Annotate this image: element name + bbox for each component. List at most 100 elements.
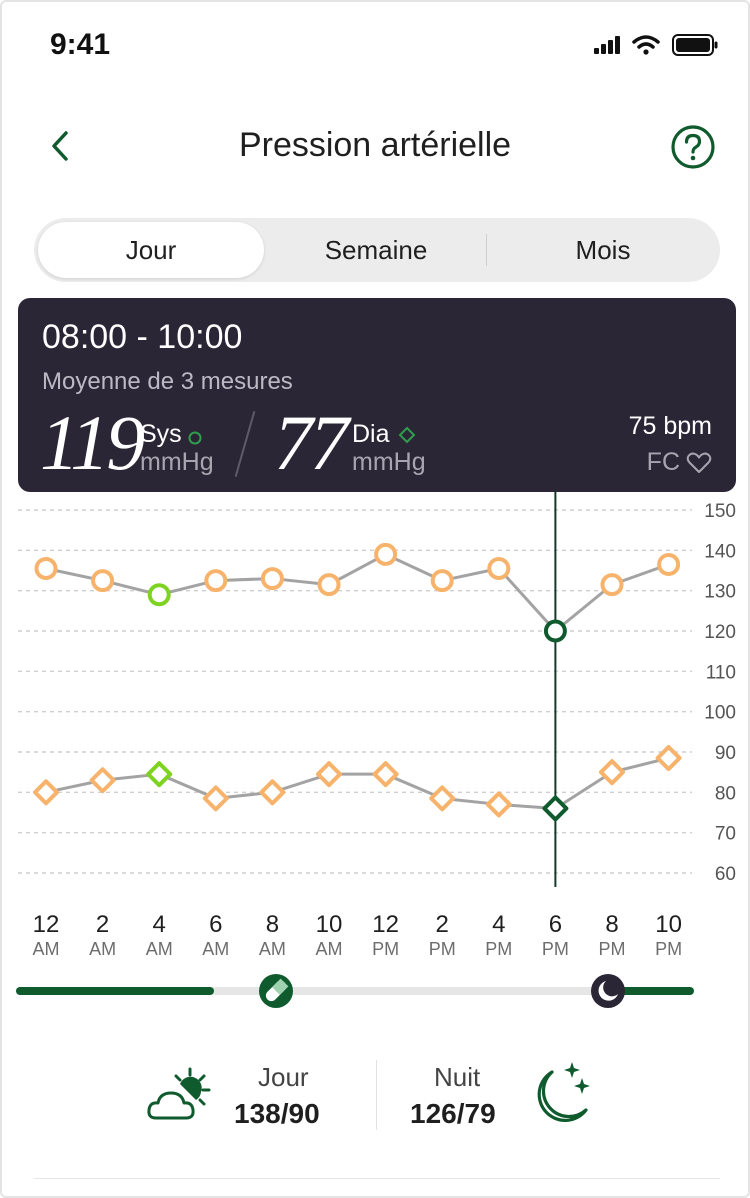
diastolic-diamond-icon (398, 426, 416, 444)
x-tick-hour: 2 (96, 911, 109, 938)
y-tick-label: 90 (715, 743, 736, 764)
y-tick-label: 120 (704, 622, 736, 643)
heart-rate-label: FC (646, 448, 680, 476)
systolic-label: Sys (140, 420, 182, 448)
x-tick-hour: 8 (266, 911, 279, 938)
systolic-unit: mmHg (140, 448, 214, 476)
diastolic-point (259, 779, 286, 806)
signal-icon (594, 36, 620, 54)
diastolic-point (599, 759, 625, 786)
y-tick-label: 80 (715, 783, 736, 804)
measurement-count: Moyenne de 3 mesures (42, 368, 293, 395)
wifi-icon (632, 35, 660, 55)
series-line (45, 756, 669, 810)
status-time: 9:41 (50, 28, 111, 61)
chevron-left-icon (52, 131, 68, 161)
heart-icon (686, 452, 712, 473)
systolic-point (34, 556, 58, 580)
tab-mois[interactable]: Mois (575, 234, 631, 265)
diastolic-unit: mmHg (352, 448, 426, 476)
x-tick-hour: 12 (33, 911, 60, 938)
diastolic-point (316, 761, 342, 788)
x-tick-hour: 4 (153, 911, 166, 938)
x-tick-ampm: AM (146, 939, 173, 959)
y-tick-label: 70 (715, 824, 736, 845)
systolic-point (657, 552, 681, 576)
x-tick-ampm: PM (542, 939, 569, 959)
time-range: 08:00 - 10:00 (42, 318, 243, 356)
y-tick-label: 60 (715, 864, 736, 885)
cloud-sun-icon (147, 1067, 211, 1120)
period-tabs: Jour Semaine Mois (34, 218, 720, 282)
systolic-point (430, 569, 454, 593)
x-tick-ampm: PM (429, 939, 456, 959)
diastolic-point (146, 761, 173, 788)
series-line (45, 552, 670, 633)
status-icons (594, 34, 718, 56)
day-night-schedule-bar (16, 974, 694, 1008)
help-button[interactable] (670, 124, 716, 170)
x-tick-hour: 2 (436, 911, 449, 938)
day-night-summary: Jour 138/90 Nuit 126/79 (2, 1056, 748, 1136)
x-tick-ampm: AM (202, 939, 229, 959)
diastolic-value: 77 (274, 399, 349, 486)
heart-rate-value: 75 bpm (628, 412, 712, 440)
x-tick-hour: 6 (209, 911, 222, 938)
y-tick-label: 150 (704, 501, 736, 522)
diastolic-point (485, 791, 512, 818)
systolic-point (204, 569, 228, 593)
status-bar: 9:41 (2, 2, 748, 92)
diastolic-point (372, 761, 399, 788)
diastolic-point (542, 795, 569, 822)
pill-icon[interactable] (259, 974, 293, 1008)
y-tick-label: 100 (704, 703, 736, 724)
diastolic-point (202, 785, 229, 812)
tab-jour[interactable]: Jour (38, 222, 264, 278)
value-separator (234, 411, 256, 477)
y-tick-label: 110 (706, 662, 736, 683)
systolic-point (374, 542, 398, 566)
systolic-value: 119 (40, 399, 145, 486)
x-tick-hour: 4 (492, 911, 505, 938)
back-button[interactable] (42, 126, 78, 166)
systolic-point (91, 569, 115, 593)
day-night-divider (376, 1060, 377, 1130)
x-tick-hour: 10 (655, 911, 682, 938)
y-tick-label: 140 (704, 541, 736, 562)
diastolic-point (655, 745, 682, 772)
battery-icon (672, 34, 718, 56)
x-tick-hour: 8 (605, 911, 618, 938)
x-tick-ampm: PM (485, 939, 512, 959)
diastolic-point (33, 779, 59, 806)
summary-card: 08:00 - 10:00 Moyenne de 3 mesures 119 S… (18, 298, 736, 492)
page-title: Pression artérielle (238, 126, 512, 164)
moon-stars-icon (537, 1062, 590, 1122)
systolic-point (147, 583, 171, 607)
moon-icon[interactable] (591, 974, 625, 1008)
x-tick-hour: 6 (549, 911, 562, 938)
diastolic-point (89, 767, 116, 794)
question-circle-icon (671, 125, 715, 169)
x-tick-ampm: AM (33, 939, 60, 959)
bottom-divider (34, 1178, 720, 1179)
systolic-circle-icon (188, 431, 202, 445)
night-label: Nuit (434, 1062, 481, 1092)
x-tick-ampm: PM (372, 939, 399, 959)
x-tick-ampm: PM (655, 939, 682, 959)
x-tick-ampm: AM (316, 939, 343, 959)
x-tick-ampm: PM (599, 939, 626, 959)
x-tick-hour: 12 (372, 911, 399, 938)
header: Pression artérielle (2, 112, 748, 182)
tab-divider (486, 234, 487, 266)
tab-semaine[interactable]: Semaine (324, 234, 428, 265)
systolic-point (317, 573, 341, 597)
diastolic-point (429, 785, 456, 812)
day-value: 138/90 (234, 1098, 320, 1129)
x-tick-ampm: AM (89, 939, 116, 959)
diastolic-label: Dia (352, 420, 390, 448)
y-tick-label: 130 (704, 582, 736, 603)
x-tick-hour: 10 (316, 911, 343, 938)
night-value: 126/79 (410, 1098, 496, 1129)
